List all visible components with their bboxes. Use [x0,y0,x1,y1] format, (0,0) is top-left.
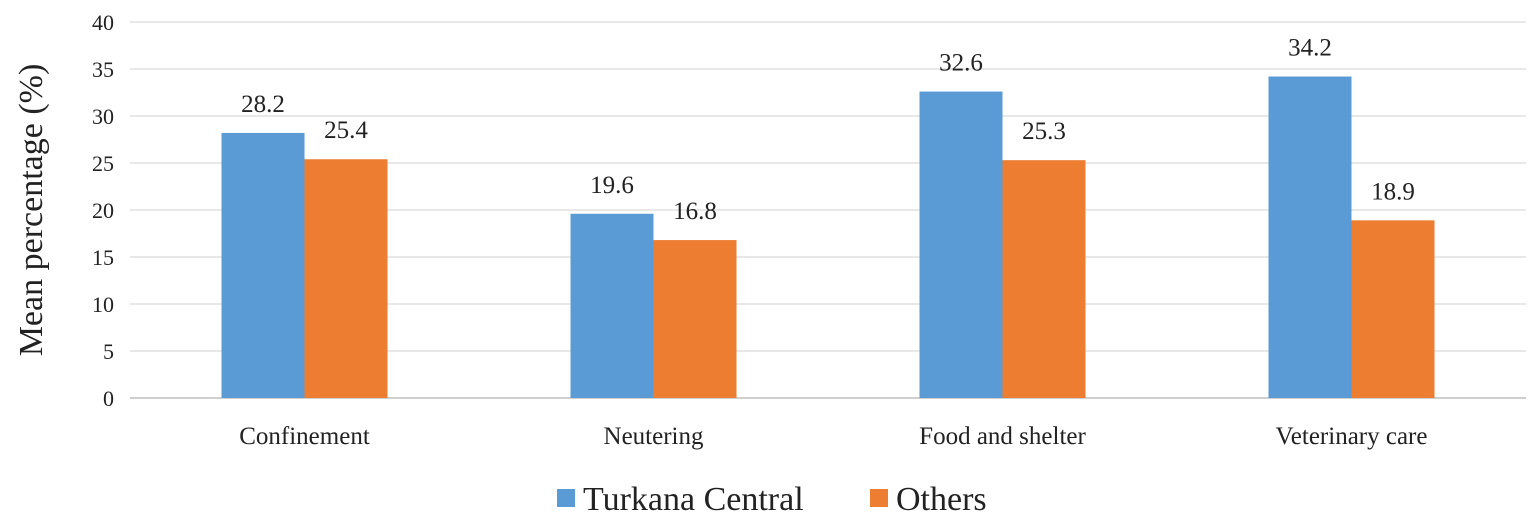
y-tick-label: 25 [92,151,114,176]
data-label: 34.2 [1288,35,1332,62]
x-category-label: Food and shelter [919,423,1086,450]
bar-others [304,159,388,398]
legend: Turkana Central Others [557,481,987,518]
bar-others [1351,220,1435,398]
y-axis-ticks: 0 5 10 15 20 25 30 35 40 [92,10,114,411]
x-category-label: Veterinary care [1276,423,1428,450]
x-category-label: Neutering [604,423,704,450]
y-tick-label: 40 [92,10,114,35]
data-label: 18.9 [1371,178,1415,205]
data-label: 25.4 [324,117,368,144]
y-tick-label: 10 [92,292,114,317]
bar-others [1002,160,1086,398]
y-tick-label: 30 [92,104,114,129]
x-category-label: Confinement [239,423,370,450]
y-tick-label: 15 [92,245,114,270]
y-tick-label: 35 [92,57,114,82]
legend-swatch [557,489,575,507]
bars [221,76,1435,399]
x-axis-categories: Confinement Neutering Food and shelter Vete… [239,423,1427,450]
bar-turkana-central [1268,76,1352,399]
y-axis-title: Mean percentage (%) [13,64,50,357]
data-label: 16.8 [673,198,717,225]
data-label: 28.2 [241,91,285,118]
legend-swatch [870,489,888,507]
bar-turkana-central [221,132,305,399]
data-label: 19.6 [590,172,634,199]
bar-turkana-central [919,91,1003,398]
legend-label: Turkana Central [583,481,804,518]
bar-others [653,240,737,398]
y-tick-label: 0 [103,386,114,411]
bar-turkana-central [570,213,654,398]
legend-label: Others [896,481,987,518]
data-labels: 28.2 25.4 19.6 16.8 32.6 25.3 34.2 18.9 [241,35,1415,226]
data-label: 32.6 [939,50,983,77]
y-tick-label: 20 [92,198,114,223]
data-label: 25.3 [1022,118,1066,145]
y-tick-label: 5 [103,339,114,364]
